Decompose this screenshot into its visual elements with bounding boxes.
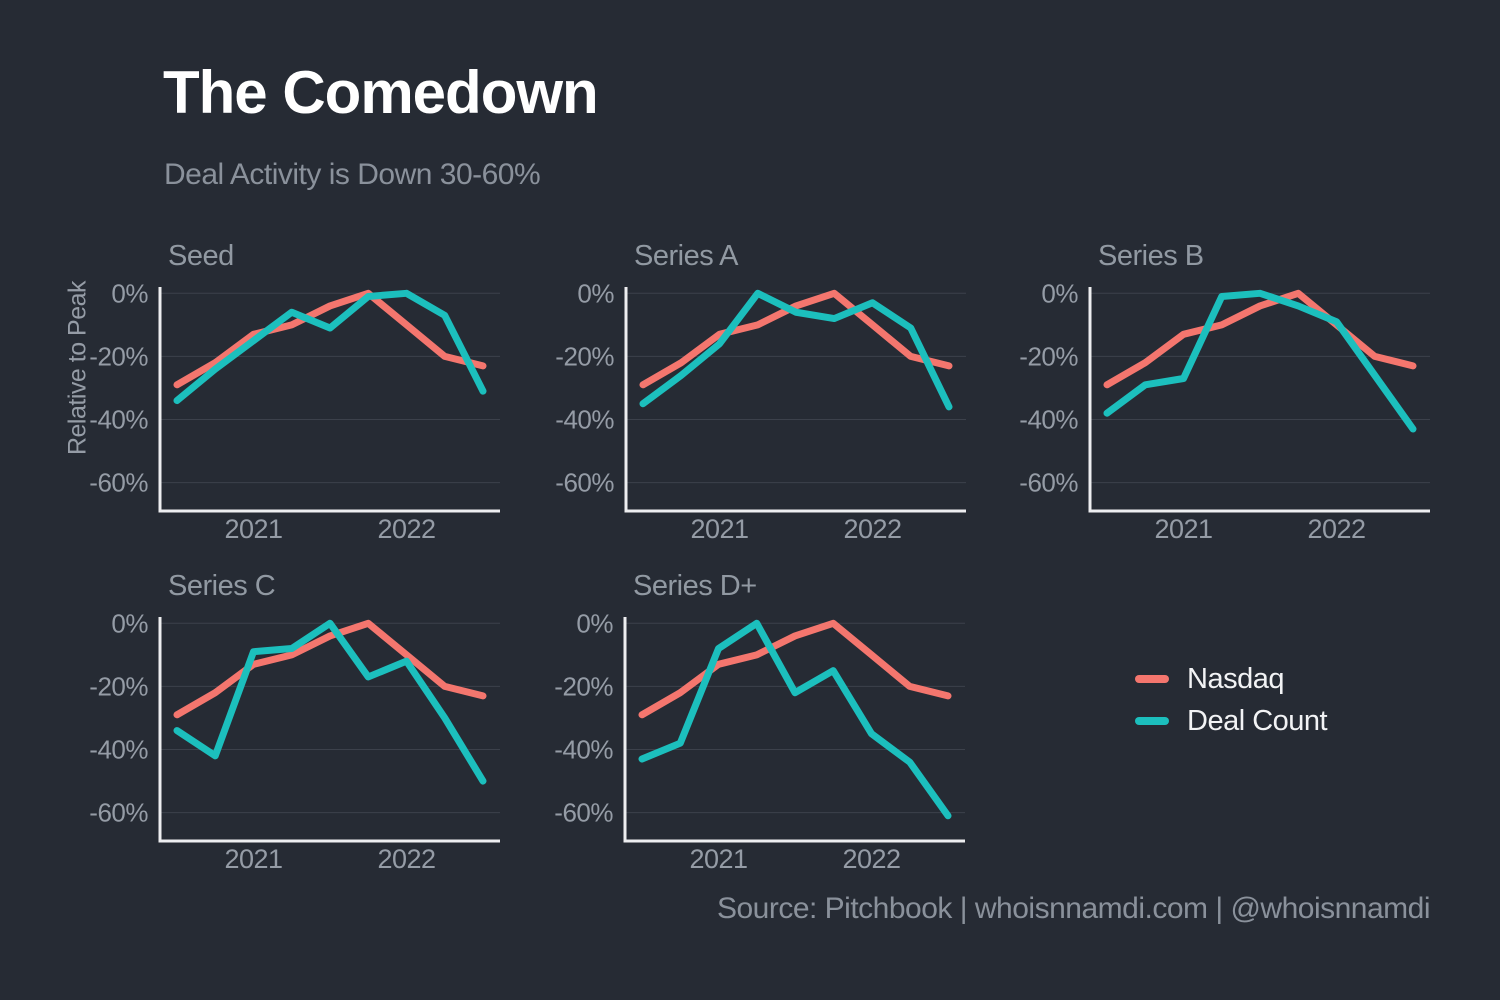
y-tick-label: 0% bbox=[576, 608, 613, 638]
x-tick-label: 2022 bbox=[377, 514, 435, 544]
deal-count-line bbox=[1103, 289, 1417, 433]
panel-series-b: Series B 0% -20% -40% -60% 2021 2022 bbox=[990, 230, 1430, 550]
panel-seed: Seed 0% -20% -40% -60% 2021 2022 bbox=[60, 230, 500, 550]
axes bbox=[1088, 287, 1430, 513]
axes bbox=[158, 287, 500, 513]
plot-series-c: 0% -20% -40% -60% 2021 2022 bbox=[89, 608, 500, 874]
x-tick-label: 2021 bbox=[224, 514, 282, 544]
panel-title-seed: Seed bbox=[168, 240, 234, 272]
x-tick-label: 2021 bbox=[224, 844, 282, 874]
axes bbox=[624, 287, 966, 513]
y-tick-label: 0% bbox=[1041, 278, 1078, 308]
nasdaq-line bbox=[638, 619, 952, 719]
panel-series-c: Series C 0% -20% -40% -60% 2021 2022 bbox=[60, 560, 500, 880]
y-tick-label: -60% bbox=[89, 798, 148, 828]
nasdaq-line bbox=[173, 289, 487, 389]
panel-series-a: Series A 0% -20% -40% -60% 2021 2022 bbox=[526, 230, 966, 550]
y-tick-label: -20% bbox=[1019, 341, 1078, 371]
x-tick-label: 2022 bbox=[843, 514, 901, 544]
legend-label-nasdaq: Nasdaq bbox=[1187, 662, 1284, 695]
source-attribution: Source: Pitchbook | whoisnnamdi.com | @w… bbox=[716, 892, 1431, 925]
x-tick-label: 2022 bbox=[1307, 514, 1365, 544]
deal-count-line bbox=[173, 619, 487, 785]
legend-label-deal-count: Deal Count bbox=[1187, 704, 1328, 737]
axes bbox=[623, 617, 965, 843]
y-tick-label: -20% bbox=[89, 341, 148, 371]
plot-seed: 0% -20% -40% -60% 2021 2022 bbox=[89, 278, 500, 544]
panel-title-series-c: Series C bbox=[168, 570, 276, 602]
deal-count-line-swatch bbox=[1135, 717, 1169, 725]
y-tick-label: -60% bbox=[1019, 468, 1078, 498]
legend: Nasdaq Deal Count bbox=[1135, 660, 1328, 740]
y-tick-label: -60% bbox=[555, 468, 614, 498]
nasdaq-line bbox=[1103, 289, 1417, 389]
plot-series-d-plus: 0% -20% -40% -60% 2021 2022 bbox=[554, 608, 965, 874]
y-tick-label: -20% bbox=[554, 671, 613, 701]
nasdaq-line bbox=[173, 619, 487, 719]
deal-count-line bbox=[173, 289, 487, 405]
x-tick-label: 2021 bbox=[689, 844, 747, 874]
y-tick-label: 0% bbox=[111, 608, 148, 638]
x-tick-label: 2022 bbox=[377, 844, 435, 874]
y-tick-label: -20% bbox=[555, 341, 614, 371]
plot-series-a: 0% -20% -40% -60% 2021 2022 bbox=[555, 278, 966, 544]
y-tick-label: 0% bbox=[111, 278, 148, 308]
panel-title-series-a: Series A bbox=[634, 240, 739, 272]
y-tick-label: -60% bbox=[554, 798, 613, 828]
y-tick-label: -40% bbox=[554, 735, 613, 765]
deal-count-line bbox=[638, 619, 952, 820]
panel-title-series-b: Series B bbox=[1098, 240, 1204, 272]
y-tick-label: -40% bbox=[1019, 405, 1078, 435]
nasdaq-line bbox=[639, 289, 953, 389]
plot-series-b: 0% -20% -40% -60% 2021 2022 bbox=[1019, 278, 1430, 544]
legend-entry-deal-count: Deal Count bbox=[1135, 702, 1328, 740]
y-tick-label: 0% bbox=[577, 278, 614, 308]
y-tick-label: -40% bbox=[89, 735, 148, 765]
x-tick-label: 2022 bbox=[842, 844, 900, 874]
chart-subtitle: Deal Activity is Down 30-60% bbox=[164, 158, 541, 191]
panel-series-d-plus: Series D+ 0% -20% -40% -60% 2021 2022 bbox=[525, 560, 965, 880]
nasdaq-line-swatch bbox=[1135, 675, 1169, 683]
panel-title-series-d-plus: Series D+ bbox=[633, 570, 757, 602]
y-tick-label: -40% bbox=[555, 405, 614, 435]
x-tick-label: 2021 bbox=[1154, 514, 1212, 544]
chart-main-title: The Comedown bbox=[163, 59, 599, 126]
legend-entry-nasdaq: Nasdaq bbox=[1135, 660, 1327, 698]
y-tick-label: -40% bbox=[89, 405, 148, 435]
y-tick-label: -20% bbox=[89, 671, 148, 701]
axes bbox=[158, 617, 500, 843]
y-tick-label: -60% bbox=[89, 468, 148, 498]
x-tick-label: 2021 bbox=[690, 514, 748, 544]
deal-count-line bbox=[639, 289, 953, 411]
